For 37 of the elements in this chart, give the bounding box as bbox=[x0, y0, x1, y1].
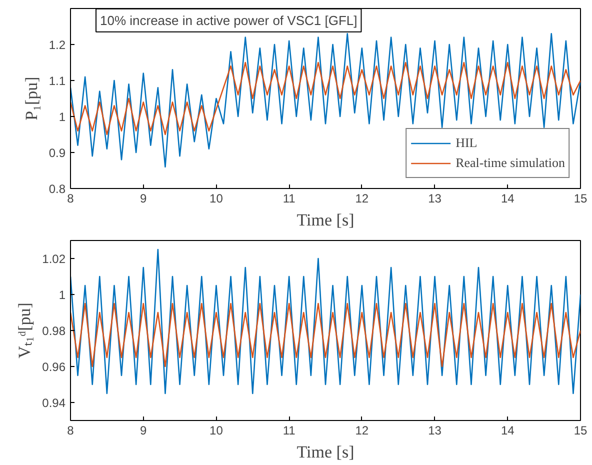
line-series bbox=[70, 33, 580, 168]
y-tick-label: 0.96 bbox=[42, 360, 66, 374]
y-tick-label: 1 bbox=[58, 110, 66, 124]
x-tick-label: 15 bbox=[574, 424, 588, 438]
x-tick-label: 15 bbox=[574, 192, 588, 206]
line-series bbox=[70, 248, 580, 394]
x-tick-label: 13 bbox=[428, 424, 442, 438]
x-tick-label: 14 bbox=[500, 192, 515, 206]
x-tick-label: 10 bbox=[210, 424, 224, 438]
y-tick-label: 0.9 bbox=[48, 146, 66, 160]
x-tick-label: 9 bbox=[140, 424, 148, 438]
y-tick-label: 1.1 bbox=[48, 74, 66, 88]
x-tick-label: 8 bbox=[67, 424, 74, 438]
y-tick-label: 0.94 bbox=[42, 396, 66, 410]
legend-label: HIL bbox=[456, 135, 478, 151]
annotation: 10% increase in active power of VSC1 [GFL] bbox=[100, 12, 358, 28]
x-tick-label: 9 bbox=[140, 192, 148, 206]
x-axis-title: Time [s] bbox=[296, 442, 354, 462]
x-tick-label: 12 bbox=[355, 424, 369, 438]
x-tick-label: 11 bbox=[282, 192, 296, 206]
line-series bbox=[70, 62, 580, 136]
x-tick-label: 10 bbox=[210, 192, 224, 206]
y-tick-label: 1 bbox=[58, 288, 66, 302]
y-tick-label: 0.98 bbox=[42, 324, 66, 338]
x-tick-label: 11 bbox=[282, 424, 296, 438]
x-tick-label: 8 bbox=[67, 192, 74, 206]
y-tick-label: 1.02 bbox=[42, 252, 66, 266]
x-axis-title: Time [s] bbox=[296, 210, 354, 230]
y-axis-title: P₁[pu] bbox=[22, 76, 41, 120]
x-tick-label: 14 bbox=[500, 424, 515, 438]
y-axis-title: Vₜ₁ᵈ[pu] bbox=[15, 302, 34, 358]
y-tick-label: 0.8 bbox=[48, 182, 66, 196]
y-tick-label: 1.2 bbox=[48, 38, 66, 52]
x-tick-label: 12 bbox=[355, 192, 369, 206]
line-series bbox=[70, 302, 580, 368]
legend-label: Real-time simulation bbox=[456, 155, 565, 171]
x-tick-label: 13 bbox=[428, 192, 442, 206]
